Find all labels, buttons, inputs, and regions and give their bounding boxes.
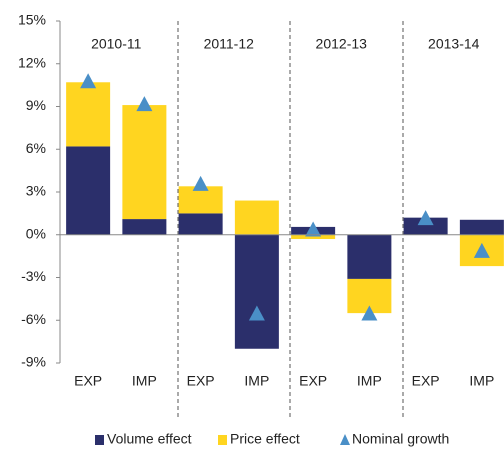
y-tick-label: -9% (21, 354, 46, 370)
legend-swatch (95, 435, 104, 445)
y-tick-label: -3% (21, 268, 46, 284)
x-tick-label: EXP (412, 373, 440, 389)
bar-segment (234, 200, 279, 235)
bar-segment (291, 234, 336, 240)
bar-segment (403, 217, 448, 235)
bar-segment (66, 146, 111, 235)
x-tick-label: IMP (132, 373, 157, 389)
bar-segment (122, 219, 167, 235)
legend-label: Volume effect (107, 431, 192, 447)
marker (305, 221, 322, 237)
group-label: 2011-12 (204, 36, 255, 52)
x-tick-label: EXP (187, 373, 215, 389)
legend-swatch (340, 434, 350, 445)
x-tick-label: EXP (299, 373, 327, 389)
marker (361, 305, 378, 321)
marker (473, 242, 490, 258)
legend-label: Nominal growth (352, 431, 449, 447)
group-label: 2013-14 (428, 36, 480, 52)
y-tick-label: 9% (26, 97, 46, 113)
y-tick-label: 6% (26, 140, 46, 156)
marker (136, 96, 153, 112)
y-tick-label: 0% (26, 225, 46, 241)
x-tick-label: IMP (357, 373, 382, 389)
bar-segment (347, 234, 392, 279)
bar-segment (66, 82, 111, 147)
legend-label: Price effect (230, 431, 300, 447)
y-tick-label: -6% (21, 311, 46, 327)
marker (248, 305, 265, 321)
bar-segment (122, 105, 167, 220)
marker (192, 175, 209, 191)
bar-segment (459, 219, 504, 235)
marker (417, 210, 434, 226)
group-label: 2012-13 (316, 36, 368, 52)
legend-swatch (218, 435, 227, 445)
y-tick-label: 12% (18, 54, 46, 70)
bar-segment (178, 213, 223, 235)
marker (80, 73, 97, 89)
group-label: 2010-11 (91, 36, 142, 52)
y-tick-label: 3% (26, 183, 46, 199)
x-tick-label: EXP (74, 373, 102, 389)
x-tick-label: IMP (469, 373, 494, 389)
y-tick-label: 15% (18, 12, 46, 28)
bar-segment (234, 234, 279, 349)
x-tick-label: IMP (244, 373, 269, 389)
